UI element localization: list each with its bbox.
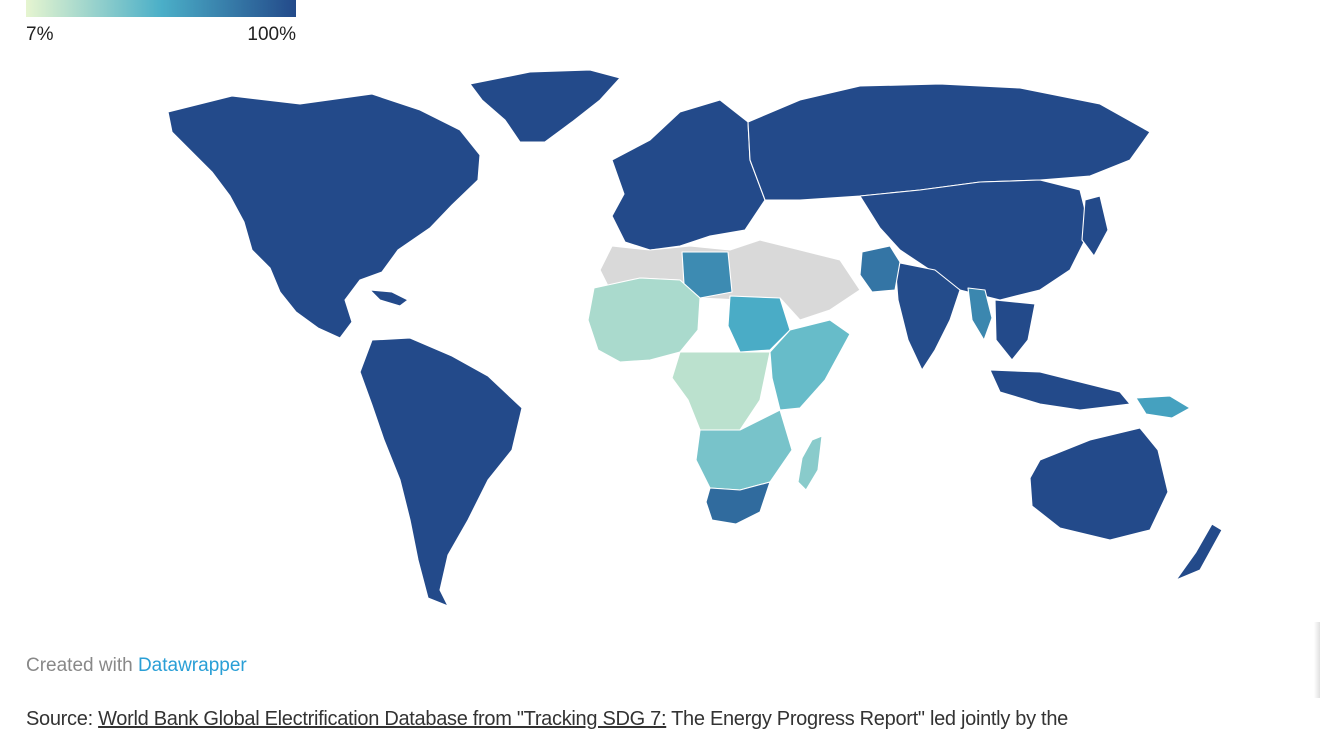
region-horn-of-africa[interactable] bbox=[769, 319, 851, 411]
region-china[interactable] bbox=[859, 179, 1091, 301]
region-north-america[interactable] bbox=[167, 93, 481, 339]
datawrapper-link[interactable]: Datawrapper bbox=[137, 655, 247, 676]
region-south-america[interactable] bbox=[359, 337, 523, 607]
region-europe[interactable] bbox=[611, 99, 766, 251]
edge-shadow bbox=[1314, 622, 1320, 698]
region-west-africa[interactable] bbox=[587, 277, 701, 363]
region-australia[interactable] bbox=[1029, 427, 1169, 541]
region-caribbean[interactable] bbox=[369, 289, 409, 307]
world-map[interactable] bbox=[0, 60, 1320, 620]
source-link[interactable]: World Bank Global Electrification Databa… bbox=[98, 708, 667, 730]
region-southeast-asia[interactable] bbox=[994, 299, 1036, 361]
credit-prefix: Created with bbox=[26, 655, 133, 676]
region-south-africa[interactable] bbox=[705, 481, 771, 525]
color-legend: 7% 100% bbox=[26, 0, 296, 48]
region-indonesia[interactable] bbox=[989, 369, 1131, 411]
region-libya[interactable] bbox=[681, 251, 733, 299]
region-greenland[interactable] bbox=[469, 69, 621, 143]
region-russia[interactable] bbox=[747, 83, 1151, 201]
region-pakistan[interactable] bbox=[859, 245, 901, 293]
source-prefix: Source: bbox=[26, 708, 93, 730]
region-new-zealand[interactable] bbox=[1175, 523, 1223, 581]
source-line: Source: World Bank Global Electrificatio… bbox=[26, 708, 1068, 731]
legend-max-label: 100% bbox=[247, 24, 296, 45]
legend-gradient-bar bbox=[26, 0, 296, 17]
region-myanmar[interactable] bbox=[967, 287, 993, 341]
region-india[interactable] bbox=[894, 261, 961, 371]
legend-min-label: 7% bbox=[26, 24, 54, 45]
region-japan[interactable] bbox=[1081, 195, 1109, 257]
source-rest: The Energy Progress Report" led jointly … bbox=[666, 708, 1068, 730]
region-papua-new-guinea[interactable] bbox=[1135, 395, 1191, 419]
region-sudan[interactable] bbox=[727, 295, 791, 353]
region-madagascar[interactable] bbox=[797, 435, 823, 491]
region-central-africa[interactable] bbox=[671, 351, 771, 431]
created-with-credit: Created with Datawrapper bbox=[26, 655, 247, 677]
